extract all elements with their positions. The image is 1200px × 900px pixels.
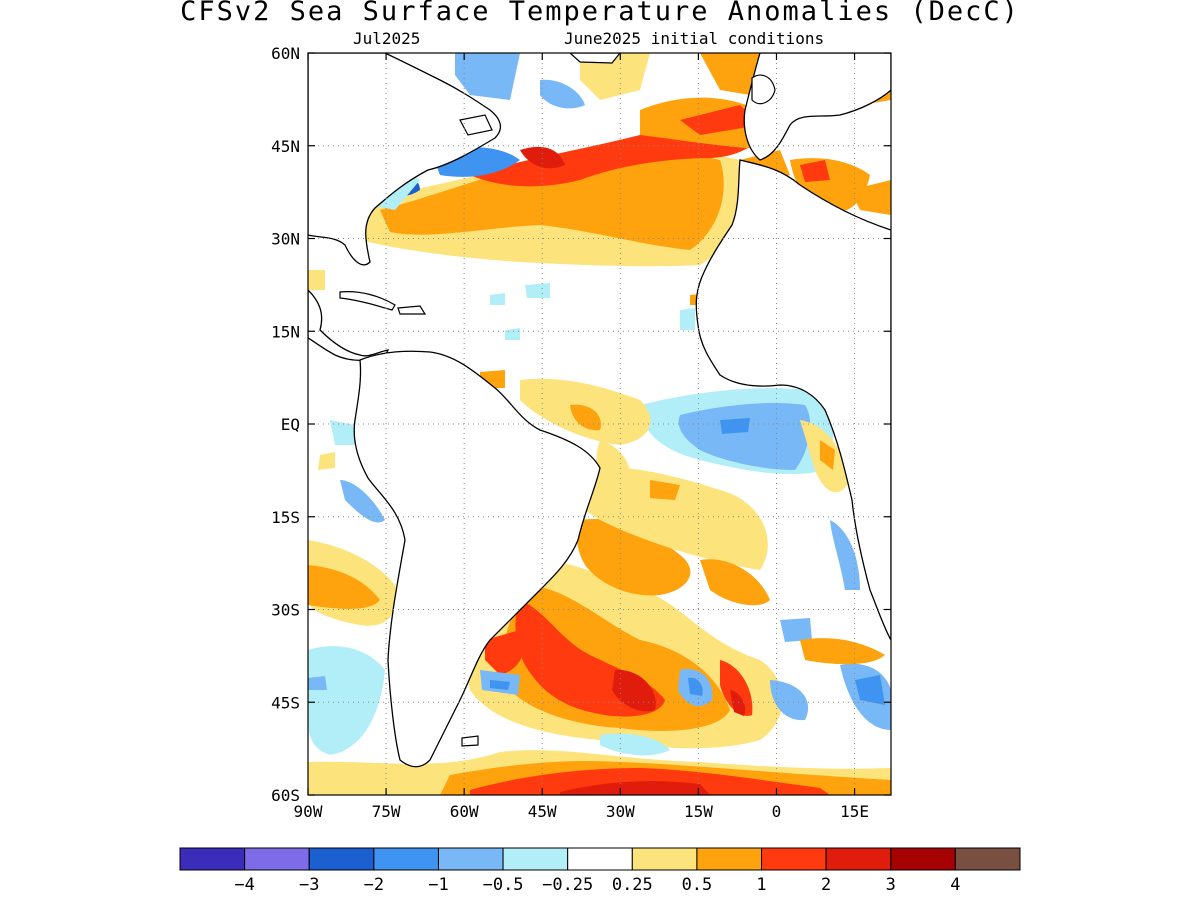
colorbar-swatch (761, 847, 827, 871)
colorbar-swatch (373, 847, 439, 871)
colorbar-label: 0.5 (682, 875, 713, 895)
colorbar-swatch (890, 847, 956, 871)
lat-tick-label: 30S (271, 601, 300, 620)
colorbar-swatch (244, 847, 310, 871)
colorbar-label: 4 (950, 875, 960, 895)
colorbar: −4 −3 −2 −1 −0.5 −0.25 0.25 0.5 1 2 3 4 (179, 847, 1021, 895)
lon-tick-label: 75W (372, 802, 401, 821)
africa (695, 159, 891, 642)
colorbar-swatch (502, 847, 569, 871)
colorbar-label: −2 (364, 875, 384, 895)
british-isles (751, 74, 776, 105)
south-america (353, 350, 601, 768)
lat-tick-label: 45N (271, 137, 300, 156)
sst-anomaly-field (308, 53, 891, 795)
lat-tick-label: EQ (281, 415, 300, 434)
lon-tick-label: 0 (772, 802, 782, 821)
grid-lines (308, 53, 891, 795)
lon-tick-label: 30W (606, 802, 635, 821)
hispaniola (397, 305, 427, 315)
colorbar-label: 2 (821, 875, 831, 895)
north-america (308, 53, 502, 266)
longitude-axis: 90W 75W 60W 45W 30W 15W 0 15E (294, 53, 869, 821)
colorbar-swatch (437, 847, 504, 871)
greenland-tip (569, 53, 621, 64)
colorbar-label: −4 (234, 875, 254, 895)
colorbar-label: 0.25 (612, 875, 653, 895)
colorbar-label: 3 (886, 875, 896, 895)
colorbar-swatch (179, 847, 246, 871)
lat-tick-label: 60N (271, 44, 300, 63)
map-title: CFSv2 Sea Surface Temperature Anomalies … (180, 0, 1020, 27)
colorbar-swatch (954, 847, 1021, 871)
latitude-axis: 60N 45N 30N 15N EQ 15S 30S 45S 60S (271, 44, 891, 805)
lon-tick-label: 15W (684, 802, 713, 821)
lat-tick-label: 15S (271, 508, 300, 527)
lat-tick-label: 30N (271, 230, 300, 249)
colorbar-swatch (631, 847, 698, 871)
land-masses (308, 53, 891, 768)
lat-tick-label: 15N (271, 322, 300, 341)
colorbar-swatch (308, 847, 375, 871)
europe (743, 53, 891, 161)
colorbar-swatch (696, 847, 763, 871)
lat-tick-label: 45S (271, 693, 300, 712)
lon-tick-label: 45W (528, 802, 557, 821)
colorbar-label: −3 (299, 875, 319, 895)
colorbar-label: −0.5 (483, 875, 524, 895)
initial-conditions-label: June2025 initial conditions (564, 29, 825, 48)
cuba (339, 291, 396, 311)
forecast-month-label: Jul2025 (353, 29, 421, 48)
lon-tick-label: 90W (294, 802, 323, 821)
central-america (308, 289, 390, 362)
falklands (461, 735, 479, 747)
lon-tick-label: 15E (840, 802, 869, 821)
colorbar-swatch (567, 847, 633, 871)
colorbar-label: −1 (428, 875, 448, 895)
newfoundland (459, 114, 493, 136)
colorbar-label: −0.25 (542, 875, 593, 895)
lat-tick-label: 60S (271, 786, 300, 805)
colorbar-swatch (825, 847, 892, 871)
lon-tick-label: 60W (450, 802, 479, 821)
colorbar-label: 1 (756, 875, 766, 895)
